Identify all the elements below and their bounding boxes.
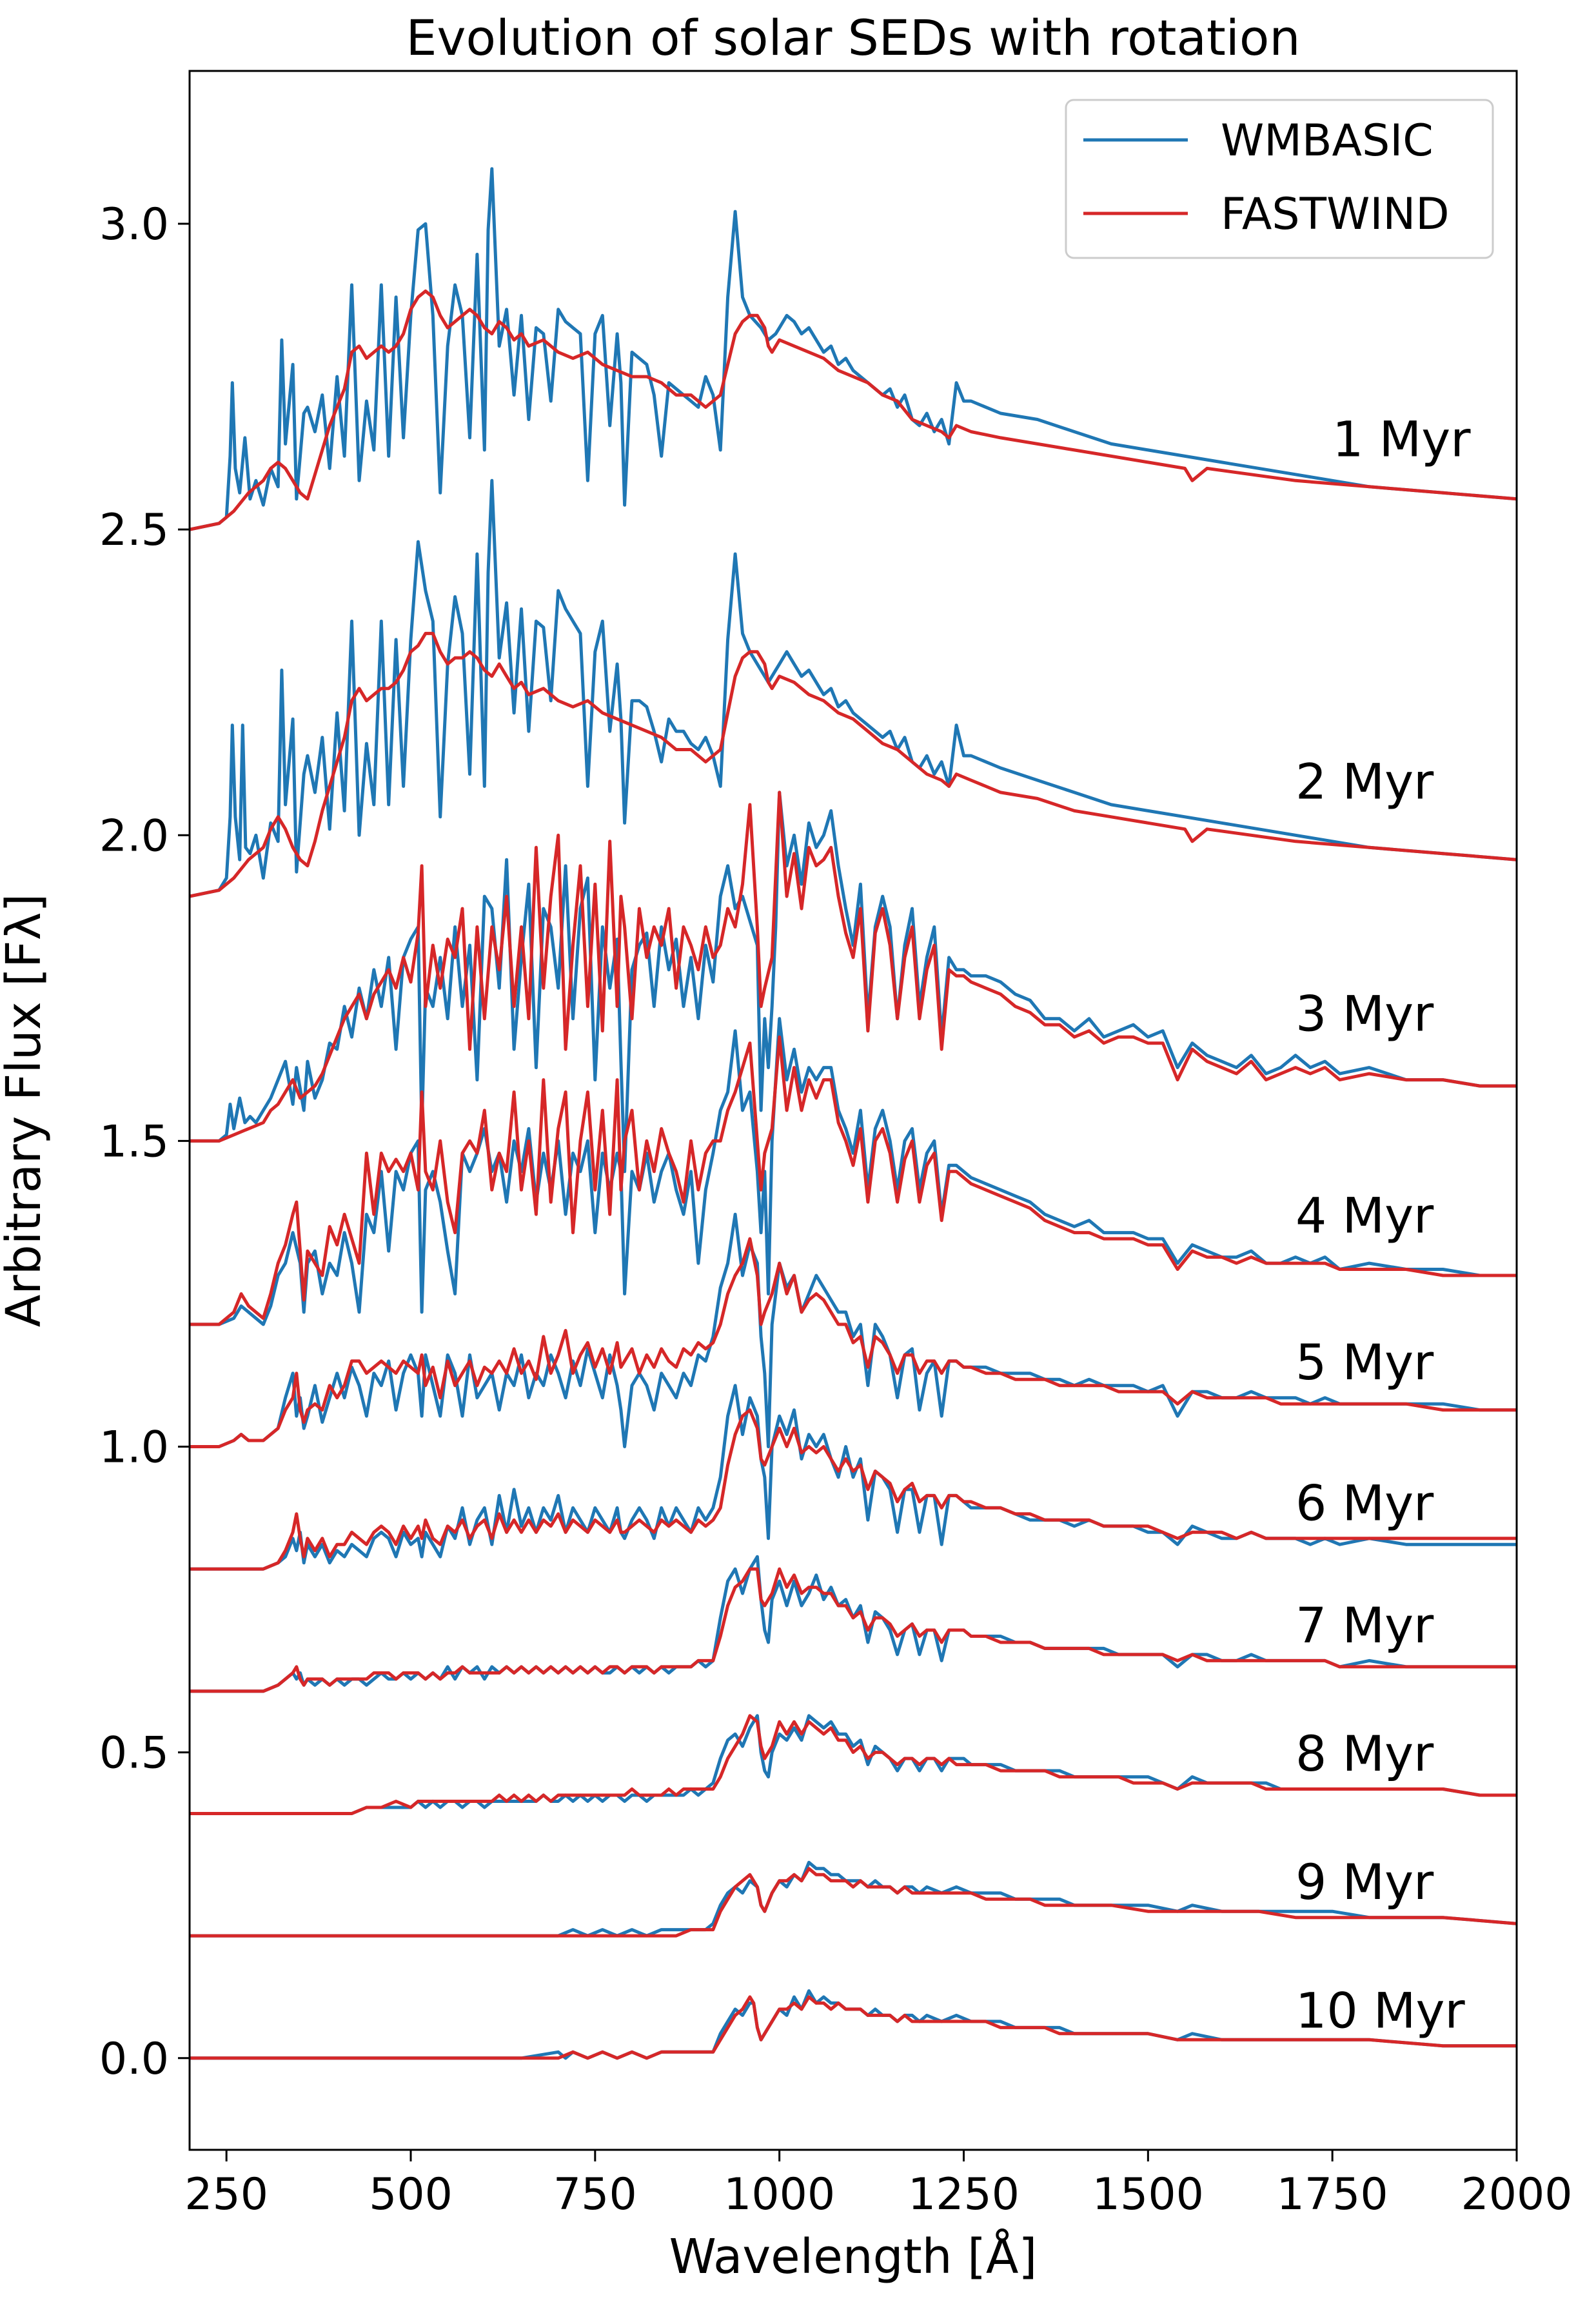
legend-label-wmbasic: WMBASIC	[1221, 115, 1433, 166]
x-tick-label: 1750	[1277, 2169, 1388, 2220]
y-tick-label: 3.0	[99, 199, 169, 250]
fastwind-line-2-myr	[190, 631, 1517, 898]
wmbasic-line-9-myr	[190, 1860, 1517, 1938]
y-tick-label: 2.5	[99, 505, 169, 556]
age-label-7-myr: 7 Myr	[1296, 1597, 1434, 1654]
plot-frame	[188, 70, 1518, 2151]
fastwind-line-5-myr	[190, 1237, 1517, 1448]
fastwind-line-1-myr	[190, 289, 1517, 531]
x-axis-label: Wavelength [Å]	[669, 2228, 1038, 2285]
fastwind-line-8-myr	[190, 1714, 1517, 1815]
x-tick-label: 750	[553, 2169, 637, 2220]
chart-title: Evolution of solar SEDs with rotation	[406, 9, 1300, 66]
x-tick-label: 2000	[1461, 2169, 1572, 2220]
age-label-4-myr: 4 Myr	[1296, 1187, 1434, 1244]
age-label-1-myr: 1 Myr	[1332, 410, 1471, 467]
wmbasic-line-4-myr	[190, 1017, 1517, 1326]
y-tick-label: 1.0	[99, 1422, 169, 1473]
x-tick-label: 500	[369, 2169, 453, 2220]
wmbasic-line-6-myr	[190, 1384, 1517, 1571]
wmbasic-line-5-myr	[190, 1212, 1517, 1448]
fastwind-line-10-myr	[190, 1995, 1517, 2060]
wmbasic-line-2-myr	[190, 478, 1517, 898]
y-tick-label: 0.5	[99, 1728, 169, 1779]
wmbasic-line-3-myr	[190, 791, 1517, 1174]
x-tick-label: 1250	[908, 2169, 1020, 2220]
x-tick-label: 1000	[724, 2169, 835, 2220]
age-label-8-myr: 8 Myr	[1296, 1725, 1434, 1782]
age-label-6-myr: 6 Myr	[1296, 1474, 1434, 1531]
fastwind-line-3-myr	[190, 791, 1517, 1143]
fastwind-line-6-myr	[190, 1408, 1517, 1571]
fastwind-line-9-myr	[190, 1867, 1517, 1938]
x-tick-label: 1500	[1092, 2169, 1204, 2220]
y-tick-label: 0.0	[99, 2034, 169, 2085]
x-tick-label: 250	[184, 2169, 268, 2220]
series-layer	[190, 167, 1517, 2060]
age-label-10-myr: 10 Myr	[1296, 1982, 1465, 2039]
legend-label-fastwind: FASTWIND	[1221, 189, 1450, 240]
age-label-layer: 1 Myr 2 Myr 3 Myr 4 Myr 5 Myr 6 Myr 7 Myr 8 Myr…	[1296, 410, 1471, 2039]
legend: WMBASIC FASTWIND	[1065, 99, 1494, 259]
y-tick-label: 2.0	[99, 811, 169, 861]
y-axis-label: Arbitrary Flux [Fλ]	[0, 894, 52, 1328]
y-axis: 0.0 0.5 1.0 1.5 2.0 2.5 3.0	[99, 199, 190, 2085]
age-label-5-myr: 5 Myr	[1296, 1333, 1434, 1391]
age-label-3-myr: 3 Myr	[1296, 985, 1434, 1043]
x-axis: 250 500 750 1000 1250 1500 1750 2000	[184, 2150, 1573, 2220]
plot-area: 1 Myr 2 Myr 3 Myr 4 Myr 5 Myr 6 Myr 7 Myr 8 Myr…	[188, 70, 1518, 2151]
age-label-2-myr: 2 Myr	[1296, 753, 1434, 810]
fastwind-line-7-myr	[190, 1567, 1517, 1693]
y-tick-label: 1.5	[99, 1116, 169, 1167]
fastwind-line-4-myr	[190, 1035, 1517, 1326]
wmbasic-line-1-myr	[190, 167, 1517, 531]
age-label-9-myr: 9 Myr	[1296, 1853, 1434, 1911]
